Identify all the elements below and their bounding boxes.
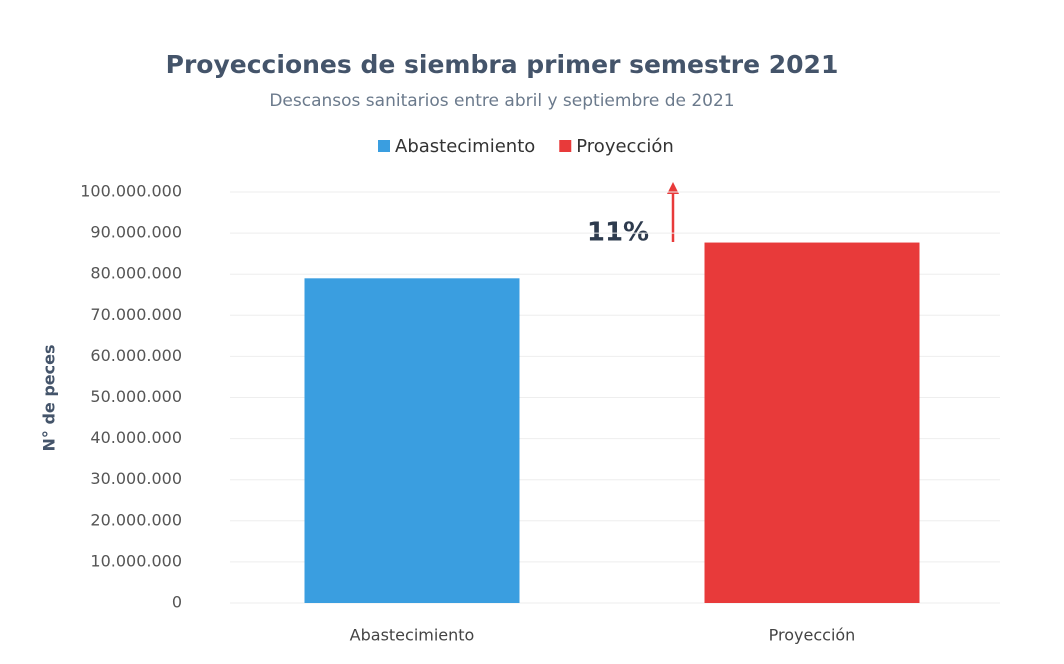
chart-title: Proyecciones de siembra primer semestre … xyxy=(166,50,839,79)
annotation: 11% xyxy=(587,218,649,248)
annotation-arrow xyxy=(667,182,679,242)
x-tick-label: Abastecimiento xyxy=(350,626,475,645)
y-tick-label: 10.000.000 xyxy=(90,551,182,570)
bar xyxy=(704,242,920,604)
y-axis-label: N° de peces xyxy=(40,345,59,452)
y-tick-label: 20.000.000 xyxy=(90,510,182,529)
y-tick-label: 100.000.000 xyxy=(80,182,182,201)
y-tick-label: 30.000.000 xyxy=(90,469,182,488)
legend-label: Abastecimiento xyxy=(395,136,535,157)
y-tick-label: 60.000.000 xyxy=(90,346,182,365)
bar xyxy=(304,278,520,603)
legend-swatch xyxy=(559,140,572,152)
chart-subtitle: Descansos sanitarios entre abril y septi… xyxy=(269,91,734,111)
y-tick-label: 70.000.000 xyxy=(90,305,182,324)
x-tick-label: Proyección xyxy=(769,626,856,645)
y-tick-label: 40.000.000 xyxy=(90,428,182,447)
y-tick-label: 50.000.000 xyxy=(90,387,182,406)
y-tick-label: 80.000.000 xyxy=(90,264,182,283)
legend-swatch xyxy=(378,140,390,152)
y-tick-label: 90.000.000 xyxy=(90,223,182,242)
legend-label: Proyección xyxy=(576,136,674,157)
y-tick-label: 0 xyxy=(172,593,182,612)
